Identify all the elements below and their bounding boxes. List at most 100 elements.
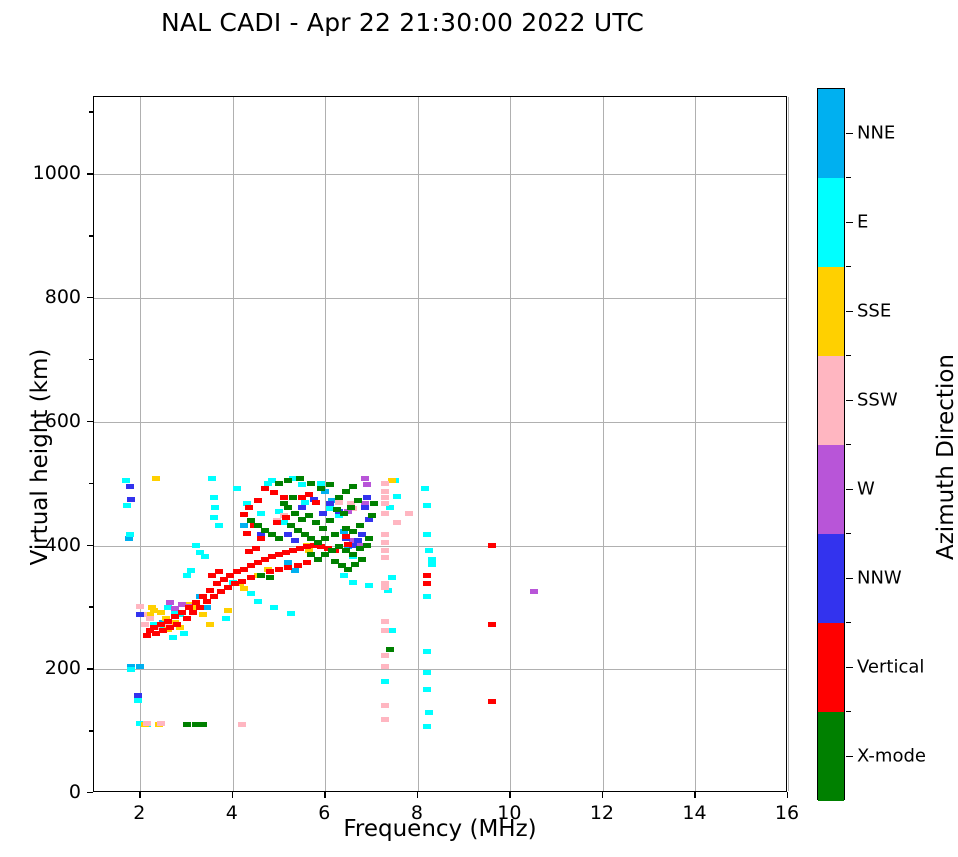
data-point-vertical [198,593,207,599]
data-point-x-mode [265,575,274,581]
data-point-nnw [284,531,293,537]
data-point-nne [127,663,135,669]
gridline-vertical [140,97,142,791]
data-point-x-mode [284,504,293,510]
data-point-e [316,481,325,487]
x-tick-label: 16 [774,802,800,824]
data-point-x-mode [346,504,355,510]
data-point-vertical [487,543,496,549]
data-point-vertical [233,569,242,575]
data-point-e [126,531,135,537]
data-point-x-mode [316,486,325,492]
data-point-nne [321,488,330,494]
colorbar-label-nne: NNE [857,122,896,143]
gridline-vertical [232,97,234,791]
data-point-x-mode [325,482,334,488]
data-point-ssw [381,702,390,708]
data-point-ssw [404,510,413,516]
y-tick-mark [87,420,93,423]
data-point-e [133,697,142,703]
data-point-ssw [381,717,390,723]
data-point-x-mode [335,544,344,550]
y-tick-mark [87,792,93,794]
data-point-e [393,493,402,499]
data-point-x-mode [279,500,288,506]
data-point-vertical [212,581,221,587]
plot-grid [94,97,789,791]
gridline-vertical [788,97,789,791]
data-point-w [177,601,186,607]
data-point-vertical [150,624,159,630]
data-point-vertical [242,530,251,536]
data-point-e [201,554,210,560]
data-point-nnw [319,510,328,516]
data-point-vertical [145,628,154,634]
data-point-x-mode [349,552,358,558]
colorbar-tick-mark [846,132,853,134]
data-point-vertical [309,543,318,549]
colorbar [817,88,845,801]
data-point-e [210,494,219,500]
data-point-vertical [272,519,281,525]
data-point-e [168,634,177,640]
data-point-sse [240,586,249,592]
data-point-nne [291,567,300,573]
plot-area [93,96,789,792]
colorbar-boundary-tick [846,622,851,624]
data-point-vertical [224,585,233,591]
data-point-ssw [136,603,145,609]
data-point-e [427,561,436,567]
data-point-x-mode [305,513,314,519]
data-point-w [529,589,538,595]
y-minor-tick [89,358,93,361]
colorbar-boundary-tick [846,444,851,446]
gridline-horizontal [94,545,786,547]
data-point-x-mode [314,539,323,545]
data-point-e [263,481,272,487]
data-point-ssw [238,722,247,728]
x-tick-label: 2 [133,802,146,824]
data-point-w [349,538,358,544]
data-point-e [182,572,191,578]
data-point-vertical [323,546,332,552]
data-point-vertical [247,562,256,568]
data-point-vertical [203,598,212,604]
data-point-x-mode [275,481,284,487]
data-point-nnw [136,612,145,618]
data-point-e [196,550,205,556]
data-point-vertical [189,609,198,615]
data-point-x-mode [288,494,297,500]
data-point-ssw [381,500,390,506]
data-point-ssw [381,581,390,587]
colorbar-segment-e [818,178,844,267]
data-point-x-mode [284,478,293,484]
data-point-x-mode [321,552,330,558]
data-point-sse [147,604,156,610]
colorbar-boundary-tick [846,266,851,268]
data-point-e [242,500,251,506]
y-tick-mark [87,297,93,299]
y-tick-label: 600 [44,409,81,432]
data-point-x-mode [342,547,351,553]
data-point-nnw [349,543,358,549]
data-point-e [339,572,348,578]
data-point-e [423,649,432,655]
colorbar-boundary-tick [846,355,851,357]
data-point-vertical [244,549,253,555]
data-point-vertical [177,609,186,615]
data-point-e [170,609,179,615]
data-point-vertical [282,515,290,521]
data-point-vertical [244,504,253,510]
data-point-ssw [381,531,390,537]
data-point-vertical [312,499,321,505]
data-point-vertical [164,618,173,624]
data-point-e [423,686,432,692]
gridline-horizontal [94,298,786,300]
colorbar-segment-sse [818,267,844,356]
data-point-vertical [226,572,235,578]
data-point-w [166,599,175,605]
data-point-vertical [191,599,200,605]
y-tick-mark [87,173,93,175]
y-tick-label: 0 [68,781,81,803]
data-point-nnw [365,517,374,523]
